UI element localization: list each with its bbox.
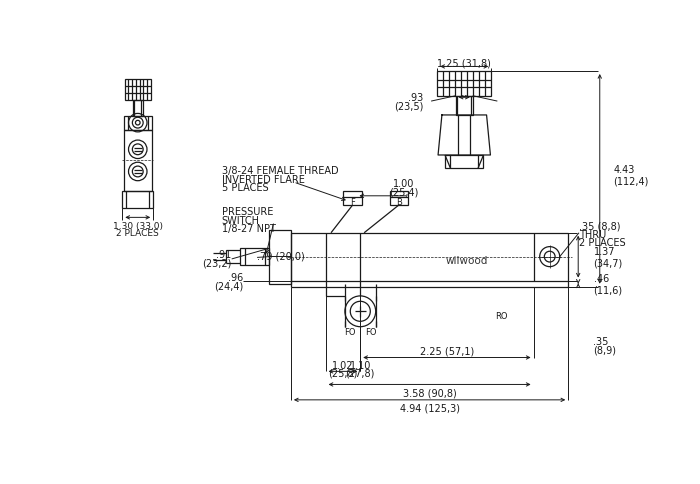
Bar [438, 72, 491, 96]
Bar [291, 233, 568, 281]
Text: 5 PLACES: 5 PLACES [222, 183, 268, 193]
Text: FO: FO [365, 327, 377, 336]
Text: 2 PLACES: 2 PLACES [579, 238, 626, 247]
Text: 1.00: 1.00 [393, 178, 414, 188]
Bar [344, 192, 362, 206]
Text: .79 (20,0): .79 (20,0) [257, 251, 305, 261]
Text: 1.37
(34,7): 1.37 (34,7) [594, 246, 623, 268]
Bar [445, 156, 484, 169]
Text: 3/8-24 FEMALE THREAD: 3/8-24 FEMALE THREAD [222, 166, 338, 176]
Bar [456, 96, 472, 116]
Text: 1.25 (31,8): 1.25 (31,8) [438, 59, 491, 68]
Text: THRU: THRU [579, 229, 606, 239]
Text: 3.58 (90,8): 3.58 (90,8) [402, 387, 456, 397]
Bar [270, 230, 291, 284]
Text: (27,8): (27,8) [346, 368, 375, 378]
Text: SWITCH: SWITCH [222, 215, 260, 225]
Bar [124, 130, 152, 192]
Text: (25,8): (25,8) [328, 368, 358, 378]
Text: wilwood: wilwood [445, 256, 488, 266]
Text: RO: RO [495, 311, 508, 320]
Text: (23,5): (23,5) [394, 102, 424, 111]
Text: .93: .93 [408, 93, 424, 103]
Text: (24,4): (24,4) [214, 281, 244, 290]
Bar [122, 192, 153, 209]
Text: F: F [350, 197, 355, 206]
Text: (25,4): (25,4) [389, 187, 418, 197]
Bar [125, 79, 151, 101]
Text: INVERTED FLARE: INVERTED FLARE [222, 175, 304, 184]
Bar [133, 101, 143, 117]
Text: 2.25 (57,1): 2.25 (57,1) [420, 346, 474, 356]
Text: 4.94 (125,3): 4.94 (125,3) [400, 403, 460, 413]
Text: (8,9): (8,9) [593, 344, 616, 354]
Text: .96: .96 [228, 272, 244, 282]
Bar [124, 117, 152, 130]
Text: .35 (8,8): .35 (8,8) [579, 221, 620, 230]
Text: FO: FO [344, 327, 356, 336]
Text: 1.10: 1.10 [349, 361, 371, 370]
Text: 1/8-27 NPT: 1/8-27 NPT [222, 224, 276, 234]
Bar [389, 192, 408, 206]
Text: 2 PLACES: 2 PLACES [116, 229, 159, 238]
Text: 4.43
(112,4): 4.43 (112,4) [614, 165, 649, 186]
Bar [240, 249, 270, 266]
Text: 1.30 (33,0): 1.30 (33,0) [113, 221, 163, 230]
Text: 1.02: 1.02 [332, 361, 354, 370]
Text: .46
(11,6): .46 (11,6) [594, 273, 623, 295]
Text: PRESSURE: PRESSURE [222, 207, 273, 217]
Text: B: B [396, 197, 402, 206]
Text: .35: .35 [593, 336, 608, 346]
Text: (23,2): (23,2) [202, 258, 232, 268]
Text: .91: .91 [216, 250, 232, 260]
